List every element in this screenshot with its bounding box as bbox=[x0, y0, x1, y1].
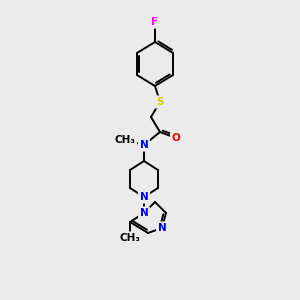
Text: CH₃: CH₃ bbox=[115, 135, 136, 145]
Text: S: S bbox=[156, 97, 164, 107]
Text: N: N bbox=[140, 192, 148, 202]
Text: N: N bbox=[158, 223, 166, 233]
Text: N: N bbox=[140, 208, 148, 218]
Text: N: N bbox=[140, 140, 148, 150]
Text: CH₃: CH₃ bbox=[119, 233, 140, 243]
Text: F: F bbox=[152, 17, 159, 27]
Text: O: O bbox=[172, 133, 180, 143]
